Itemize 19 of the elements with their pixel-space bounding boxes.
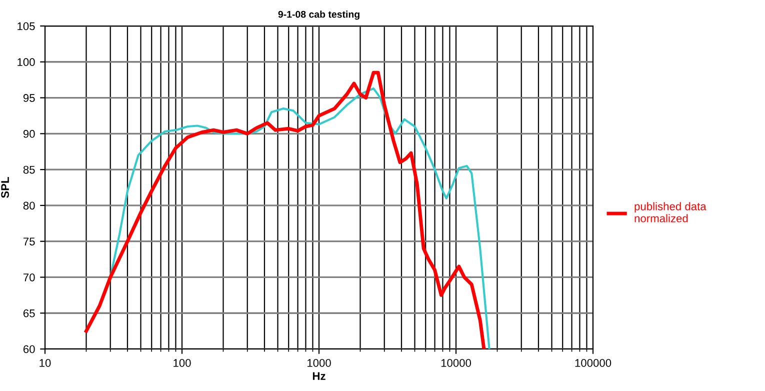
y-tick-label: 95 — [23, 94, 35, 102]
x-tick-label: 100000 — [575, 359, 612, 367]
y-axis-title: SPL — [1, 177, 9, 198]
x-tick-label: 100 — [174, 359, 191, 367]
chart-title: 9-1-08 cab testing — [278, 10, 360, 20]
y-tick-label: 105 — [18, 22, 35, 30]
y-tick-label: 80 — [23, 202, 35, 210]
y-tick-label: 75 — [23, 238, 35, 246]
y-tick-label: 65 — [23, 309, 35, 318]
y-tick-label: 85 — [23, 166, 35, 174]
y-tick-label: 100 — [18, 58, 35, 66]
x-tick-label: 10000 — [441, 359, 472, 367]
x-tick-label: 10 — [40, 359, 51, 367]
x-tick-label: 1000 — [307, 359, 331, 367]
y-tick-label: 60 — [23, 345, 35, 354]
y-tick-label: 90 — [23, 130, 35, 138]
y-tick-label: 70 — [23, 273, 35, 282]
x-axis-title: Hz — [312, 372, 326, 380]
legend-label: published data normalized — [634, 202, 706, 222]
